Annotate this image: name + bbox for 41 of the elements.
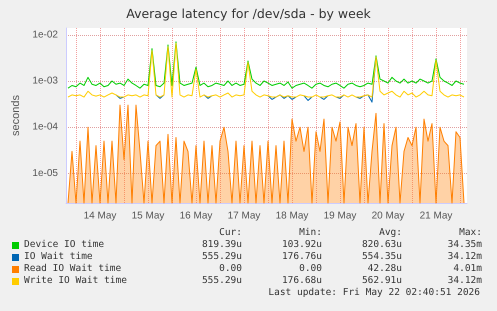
legend-label: Read IO Wait time [23,263,122,275]
y-tick-label: 1e-03 [32,76,58,86]
legend-label: IO Wait time [23,251,94,263]
text: 34.35m [446,239,482,251]
y-tick-label: 1e-02 [32,29,58,40]
text: 554.35u [360,251,402,263]
x-tick-label: 20 May [372,210,404,222]
legend-label: Write IO Wait time [23,275,128,287]
x-tick-label: 15 May [132,210,164,222]
chart-title: Average latency for /dev/sda - by week [126,6,372,21]
text: 34.12m [446,251,482,263]
line-series [68,42,464,98]
text: 0.00 [298,263,322,275]
text: Avg: [378,227,402,239]
text: 34.12m [446,275,482,287]
x-tick-label: 14 May [84,210,116,222]
text: 555.29u [200,251,242,263]
text: Min: [298,227,322,239]
text: 176.68u [280,275,322,287]
line-series [68,41,464,89]
x-tick-label: 17 May [228,210,260,222]
text: 820.63u [360,239,402,251]
text: Last update: Fri May 22 02:40:51 2026 [267,287,481,299]
y-tick-label: 1e-04 [32,122,58,133]
text: 4.01m [452,263,482,275]
y-tick-label: 1e-05 [32,168,58,179]
x-tick-label: 21 May [420,210,452,222]
text: 103.92u [280,239,322,251]
legend-label: Device IO time [23,239,106,251]
text: 819.39u [200,239,242,251]
y-axis-title: seconds [10,94,22,136]
text: 562.91u [360,275,402,287]
x-tick-label: 19 May [324,210,356,222]
x-tick-label: 18 May [276,210,308,222]
text: Max: [458,227,482,239]
text: 42.28u [366,263,402,275]
text: Cur: [218,227,242,239]
text: 0.00 [218,263,242,275]
text: 555.29u [200,275,242,287]
x-tick-label: 16 May [180,210,212,222]
text: 176.76u [280,251,322,263]
